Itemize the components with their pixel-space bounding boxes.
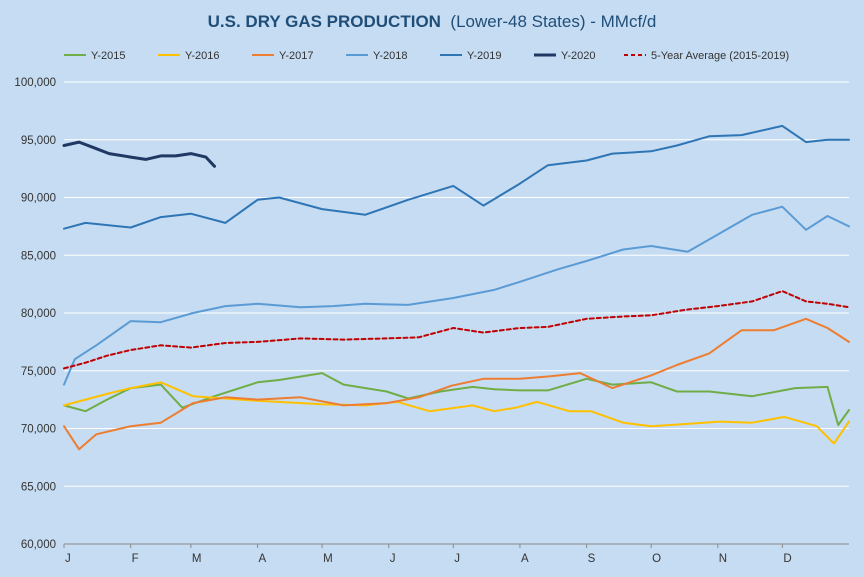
legend-label: 5-Year Average (2015-2019) (651, 50, 789, 62)
series-line (63, 317, 850, 451)
y-tick-label: 90,000 (21, 193, 56, 205)
x-tick-label: S (588, 553, 596, 565)
series-line (63, 124, 850, 230)
x-tick-label: N (719, 553, 727, 565)
legend-label: Y-2018 (373, 50, 407, 62)
legend-label: Y-2015 (91, 50, 125, 62)
y-tick-label: 65,000 (21, 481, 56, 493)
legend-label: Y-2019 (467, 50, 501, 62)
chart-title-sub: (Lower-48 States) - MMcf/d (450, 12, 656, 31)
y-tick-label: 85,000 (21, 250, 56, 262)
y-tick-label: 95,000 (21, 135, 56, 147)
gridlines (64, 81, 849, 545)
x-tick-label: D (783, 553, 791, 565)
series-line (63, 381, 850, 445)
y-tick-label: 100,000 (14, 77, 56, 89)
series-line (63, 290, 850, 370)
legend-label: Y-2017 (279, 50, 313, 62)
y-tick-label: 70,000 (21, 424, 56, 436)
series-lines (62, 124, 850, 451)
y-axis: 60,000 65,000 70,000 75,000 80,000 85,000 90,0… (14, 77, 56, 551)
series-line (63, 372, 850, 426)
y-tick-label: 75,000 (21, 366, 56, 378)
legend-label: Y-2020 (561, 50, 595, 62)
y-tick-label: 60,000 (21, 539, 56, 551)
x-tick-label: M (323, 553, 333, 565)
x-tick-label: A (521, 553, 529, 565)
chart-title-main: U.S. DRY GAS PRODUCTION (208, 12, 441, 31)
series-line (63, 205, 850, 386)
legend-label: Y-2016 (185, 50, 219, 62)
x-tick-label: J (65, 553, 71, 565)
x-tick-label: O (652, 553, 661, 565)
x-tick-label: F (132, 553, 139, 565)
x-tick-label: J (454, 553, 460, 565)
x-tick-label: M (192, 553, 202, 565)
y-tick-label: 80,000 (21, 308, 56, 320)
chart-title: U.S. DRY GAS PRODUCTION (Lower-48 States… (208, 12, 657, 31)
series-line (62, 140, 216, 168)
legend: Y-2015 Y-2016 Y-2017 Y-2018 Y-2019 Y-2020 5-Ye… (64, 50, 789, 62)
x-tick-label: J (390, 553, 396, 565)
x-tick-label: A (259, 553, 267, 565)
